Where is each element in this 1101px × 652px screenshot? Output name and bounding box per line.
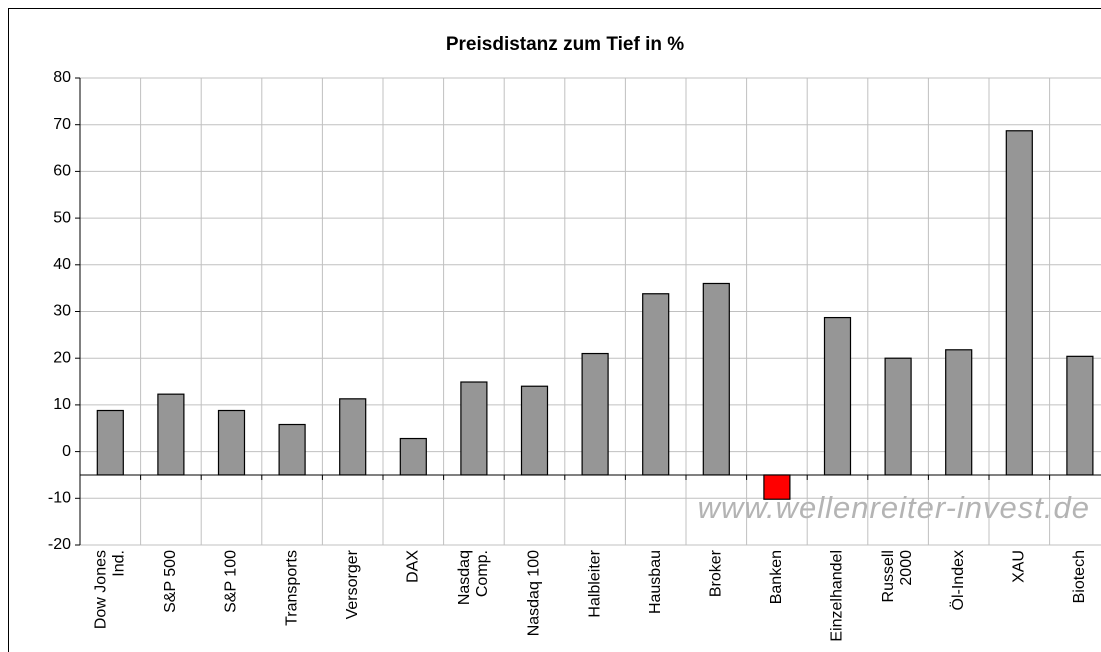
bar <box>823 316 852 476</box>
bar <box>339 398 367 476</box>
x-tick-label: Nasdaq 100 <box>526 550 543 636</box>
y-tick-label: -10 <box>48 490 71 507</box>
bar <box>399 437 427 476</box>
x-tick-label: XAU <box>1011 550 1028 583</box>
x-tick-label: Öl-Index <box>949 550 967 610</box>
y-tick-label: 40 <box>53 256 71 273</box>
bar <box>945 349 973 476</box>
bar <box>96 409 124 476</box>
bar <box>520 385 549 476</box>
bar <box>763 474 791 500</box>
y-tick-label: 60 <box>53 163 71 180</box>
x-tick-label: DAX <box>405 550 422 583</box>
bar <box>702 282 730 476</box>
y-tick-label: 20 <box>53 349 71 366</box>
x-tick-label: NasdaqComp. <box>456 550 491 605</box>
chart-title: Preisdistanz zum Tief in % <box>446 34 684 55</box>
y-tick-label: 10 <box>53 396 71 413</box>
y-tick-label: 0 <box>62 443 71 460</box>
x-tick-label: Transports <box>283 550 300 626</box>
bar <box>1066 355 1094 476</box>
bar <box>460 381 488 476</box>
x-tick-label: Versorger <box>344 549 361 619</box>
y-tick-label: 80 <box>53 69 71 86</box>
x-tick-label: Biotech <box>1071 550 1088 603</box>
y-tick-label: -20 <box>48 536 71 553</box>
x-tick-label: S&P 100 <box>223 550 240 613</box>
watermark: www.wellenreiter-invest.de <box>698 490 1090 525</box>
bar <box>884 357 912 476</box>
x-tick-label: Dow JonesInd. <box>93 550 128 629</box>
y-tick-label: 30 <box>53 303 71 320</box>
x-tick-label: Einzelhandel <box>829 550 846 642</box>
bar <box>1005 130 1033 476</box>
x-tick-label: Hausbau <box>647 550 664 614</box>
x-tick-label: Broker <box>708 549 725 597</box>
x-tick-label: Banken <box>768 550 785 604</box>
y-tick-label: 70 <box>53 116 71 133</box>
x-tick-label: S&P 500 <box>162 550 179 613</box>
y-tick-label: 50 <box>53 209 71 226</box>
bar <box>217 409 246 476</box>
bar <box>642 293 670 476</box>
bar <box>581 352 609 476</box>
bar <box>157 393 185 476</box>
x-tick-label: Russell2000 <box>880 550 915 603</box>
bar <box>278 423 306 476</box>
x-tick-label: Halbleiter <box>586 549 603 617</box>
